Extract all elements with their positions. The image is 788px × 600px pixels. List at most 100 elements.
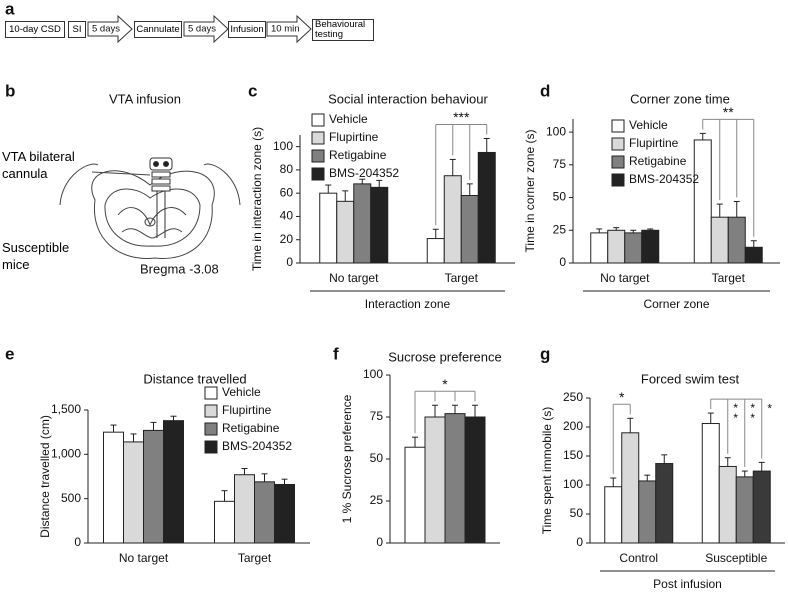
y-axis-label: Time spent immobile (s) xyxy=(540,407,554,535)
bar xyxy=(274,483,295,544)
sig-label: ** xyxy=(733,401,738,425)
panel-label: a xyxy=(5,0,15,18)
x-tick-label: Susceptible xyxy=(705,551,767,565)
y-tick-label: 25 xyxy=(553,222,567,236)
bar xyxy=(370,186,389,264)
legend-swatch xyxy=(311,167,325,181)
bar xyxy=(143,429,164,544)
y-tick-label: 50 xyxy=(553,190,567,204)
bar xyxy=(655,463,674,544)
y-tick-label: 100 xyxy=(563,477,583,491)
legend-label: Flupirtine xyxy=(222,403,272,417)
bar xyxy=(424,416,446,544)
legend-label: BMS-204352 xyxy=(329,166,399,180)
arrow xyxy=(87,14,133,44)
y-axis-label: Distance travelled (cm) xyxy=(38,415,52,538)
legend-label: Retigabine xyxy=(629,154,687,168)
bar xyxy=(214,500,235,544)
bar xyxy=(752,470,771,544)
bar xyxy=(234,474,255,544)
y-tick-label: 1,000 xyxy=(51,447,81,461)
legend-label: BMS-204352 xyxy=(629,172,699,186)
y-tick-label: 50 xyxy=(370,451,384,465)
chart-title: Social interaction behaviour xyxy=(328,91,488,106)
x-tick-label: No target xyxy=(119,551,169,565)
bar xyxy=(444,413,466,544)
y-tick-label: 100 xyxy=(363,367,383,381)
bar xyxy=(464,416,486,544)
legend-label: BMS-204352 xyxy=(222,439,292,453)
bar xyxy=(624,232,643,264)
flow-step: 10-day CSD xyxy=(5,21,65,38)
y-tick-label: 250 xyxy=(563,390,583,404)
chart-title: Forced swim test xyxy=(641,371,740,386)
bar xyxy=(735,476,754,544)
x-tick-label: No target xyxy=(600,271,650,285)
y-tick-label: 75 xyxy=(553,157,567,171)
panel-label: d xyxy=(540,81,550,100)
legend-label: Vehicle xyxy=(329,112,368,126)
pointer xyxy=(91,171,151,176)
bar xyxy=(638,480,657,544)
y-tick-label: 150 xyxy=(563,448,583,462)
legend-label: Vehicle xyxy=(222,385,261,399)
legend-swatch xyxy=(611,137,625,151)
bar xyxy=(404,446,426,544)
bar xyxy=(744,246,763,264)
chart-title: Sucrose preference xyxy=(388,349,501,364)
sig-label: ** xyxy=(750,401,755,425)
y-tick-label: 40 xyxy=(280,209,294,223)
panel-label: b xyxy=(5,81,15,100)
y-tick-label: 500 xyxy=(61,491,81,505)
flow-step: SI xyxy=(68,21,86,38)
y-tick-label: 0 xyxy=(286,255,293,269)
y-tick-label: 80 xyxy=(280,162,294,176)
brain-section xyxy=(59,163,241,259)
bar xyxy=(353,183,372,264)
y-tick-label: 50 xyxy=(570,506,584,520)
bar xyxy=(163,420,184,544)
x-tick-label: Control xyxy=(619,551,658,565)
legend-label: Vehicle xyxy=(629,118,668,132)
legend-swatch xyxy=(311,149,325,163)
y-axis-label: Time in interaction zone (s) xyxy=(250,127,264,271)
x-tick-label: Target xyxy=(238,551,272,565)
y-tick-label: 0 xyxy=(74,535,81,549)
legend-swatch xyxy=(611,173,625,187)
bar xyxy=(727,216,746,264)
bar xyxy=(590,232,609,264)
bar xyxy=(443,175,462,264)
legend-label: Retigabine xyxy=(329,148,387,162)
y-tick-label: 75 xyxy=(370,409,384,423)
legend-label: Retigabine xyxy=(222,421,280,435)
bar xyxy=(701,423,720,544)
bar xyxy=(621,432,640,544)
cannula xyxy=(149,157,173,238)
bar xyxy=(460,195,479,264)
interval: 5 days xyxy=(92,24,120,35)
y-tick-label: 0 xyxy=(576,535,583,549)
y-tick-label: 100 xyxy=(273,139,293,153)
x-tick-label: Target xyxy=(712,271,746,285)
bar xyxy=(319,192,338,264)
sig-label: * xyxy=(767,401,772,415)
legend-swatch xyxy=(611,119,625,133)
legend-label: Flupirtine xyxy=(329,130,379,144)
x-axis-label: Post infusion xyxy=(653,577,722,591)
diagram-title: VTA infusion xyxy=(109,91,181,106)
panel-label: e xyxy=(5,344,14,363)
y-tick-label: 0 xyxy=(559,255,566,269)
bar xyxy=(123,441,144,544)
sig-label: * xyxy=(619,389,625,405)
flow-step: Infusion xyxy=(228,21,266,38)
legend-swatch xyxy=(311,113,325,127)
diagram-label: Susceptible mice xyxy=(2,240,70,272)
diagram-label: VTA bilateral cannula xyxy=(2,149,75,181)
bar xyxy=(718,465,737,544)
y-axis-label: Time in corner zone (s) xyxy=(523,130,537,253)
panel-label: c xyxy=(248,81,257,100)
legend-swatch xyxy=(204,440,218,454)
legend-swatch xyxy=(204,404,218,418)
legend-swatch xyxy=(311,131,325,145)
